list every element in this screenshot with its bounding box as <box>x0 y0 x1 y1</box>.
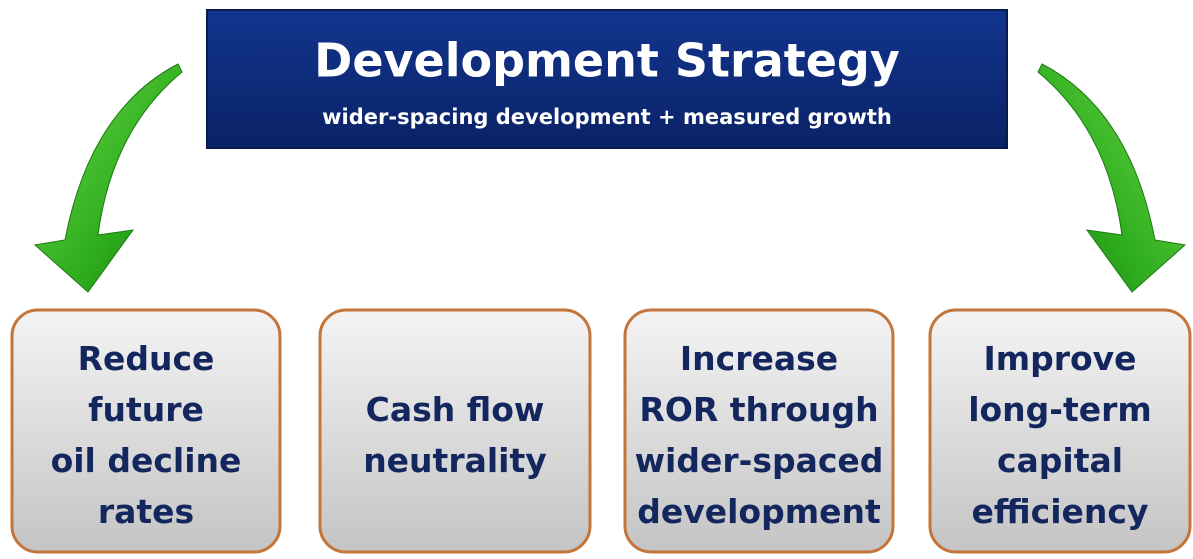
box-text: ROR through <box>639 390 878 429</box>
right-arrow <box>1038 64 1185 292</box>
left-arrow <box>35 64 182 292</box>
box-text: future <box>88 390 204 429</box>
box-text: efficiency <box>971 492 1148 531</box>
box-text: Increase <box>680 339 838 378</box>
box-text: development <box>637 492 881 531</box>
header-subtitle: wider-spacing development + measured gro… <box>322 105 892 129</box>
box <box>320 310 590 552</box>
box-text: wider-spaced <box>635 441 884 480</box>
page: Development Strategy wider-spacing devel… <box>0 0 1193 559</box>
box-text: capital <box>997 441 1123 480</box>
box-text: neutrality <box>363 441 547 480</box>
header-title: Development Strategy <box>314 34 900 88</box>
box-text: oil decline <box>51 441 242 480</box>
box-text: Reduce <box>78 339 215 378</box>
box-text: long-term <box>968 390 1152 429</box>
box-text: Improve <box>983 339 1136 378</box>
box-text: Cash flow <box>366 390 545 429</box>
box-text: rates <box>98 492 194 531</box>
boxes: Reduce future oil decline rates Cash flow neu… <box>12 310 1190 552</box>
diagram: Development Strategy wider-spacing devel… <box>0 0 1193 559</box>
